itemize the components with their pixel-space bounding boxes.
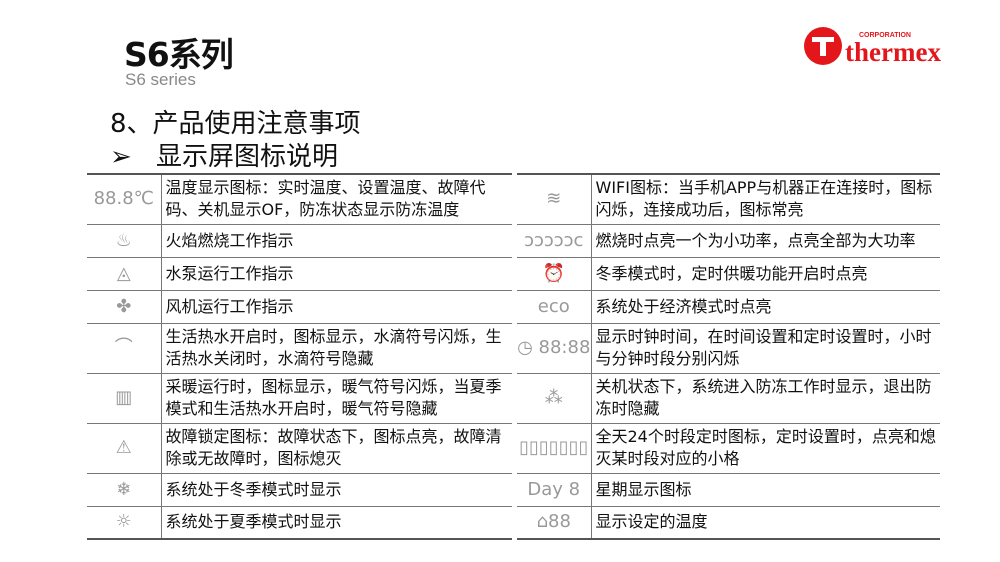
snowflake-icon: ❄ [87,473,162,507]
icon-description: 火焰燃烧工作指示 [161,224,512,258]
table-row: ◬ 水泵运行工作指示 [87,257,512,291]
thermex-logo: CORPORATION thermex [804,27,941,67]
icon-description: 冬季模式时，定时供暖功能开启时点亮 [591,257,940,291]
bullet-arrow-icon: ➢ [110,142,132,172]
subsection-label: 显示屏图标说明 [156,142,339,172]
table-row: ◷ 88:88 显示时钟时间，在时间设置和定时设置时，小时与分钟时段分别闪烁 [517,323,940,374]
alarm-clock-icon: ⏰ [517,257,592,291]
right-icon-table: ≋ WIFI图标：当手机APP与机器正在连接时，图标闪烁，连接成功后，图标常亮 ↄↄ… [517,173,940,540]
page-subtitle: S6 series [125,70,196,89]
set-temperature-icon: ⌂88 [517,506,592,540]
table-row: ⌒ 生活热水开启时，图标显示，水滴符号闪烁，生活热水关闭时，水滴符号隐藏 [87,323,512,374]
warning-icon: ⚠ [87,423,162,474]
icon-description: 故障锁定图标：故障状态下，图标点亮，故障清除或无故障时，图标熄灭 [161,423,512,474]
temperature-digits-icon: 88.8℃ [87,173,162,225]
icon-description: WIFI图标：当手机APP与机器正在连接时，图标闪烁，连接成功后，图标常亮 [591,173,940,225]
radiator-icon: ▥ [87,373,162,424]
page-title: S6系列 [124,35,234,74]
icon-description: 水泵运行工作指示 [161,257,512,291]
table-row: ⁂ 关机状态下，系统进入防冻工作时显示，退出防冻时隐藏 [517,373,940,424]
icon-description: 系统处于冬季模式时显示 [161,473,512,507]
subsection-heading: ➢ 显示屏图标说明 [110,136,338,173]
svg-text:CORPORATION: CORPORATION [859,32,911,39]
table-row: 88.8℃ 温度显示图标：实时温度、设置温度、故障代码、关机显示OF，防冻状态显示… [87,173,512,225]
icon-description: 风机运行工作指示 [161,290,512,324]
table-row: ▥ 采暖运行时，图标显示，暖气符号闪烁，当夏季模式和生活热水开启时，暖气符号隐藏 [87,373,512,424]
table-row: ☼ 系统处于夏季模式时显示 [87,506,512,540]
icon-description: 采暖运行时，图标显示，暖气符号闪烁，当夏季模式和生活热水开启时，暖气符号隐藏 [161,373,512,424]
table-row: Day 8 星期显示图标 [517,473,940,507]
clock-digits-icon: ◷ 88:88 [517,323,592,374]
svg-text:thermex: thermex [845,37,941,67]
icon-description: 显示设定的温度 [591,506,940,540]
wifi-icon: ≋ [517,173,592,225]
table-row: ↄↄↄↄↄc 燃烧时点亮一个为小功率，点亮全部为大功率 [517,224,940,258]
icon-description: 星期显示图标 [591,473,940,507]
shower-icon: ⌒ [87,323,162,374]
table-row: ▯▯▯▯▯▯▯ 全天24个时段定时图标，定时设置时，点亮和熄灭某时段对应的小格 [517,423,940,474]
table-row: ≋ WIFI图标：当手机APP与机器正在连接时，图标闪烁，连接成功后，图标常亮 [517,173,940,225]
icon-description: 系统处于经济模式时点亮 [591,290,940,324]
icon-description: 全天24个时段定时图标，定时设置时，点亮和熄灭某时段对应的小格 [591,423,940,474]
table-row: ⏰ 冬季模式时，定时供暖功能开启时点亮 [517,257,940,291]
fan-icon: ✤ [87,290,162,324]
icon-description: 生活热水开启时，图标显示，水滴符号闪烁，生活热水关闭时，水滴符号隐藏 [161,323,512,374]
antifreeze-icon: ⁂ [517,373,592,424]
icon-description: 显示时钟时间，在时间设置和定时设置时，小时与分钟时段分别闪烁 [591,323,940,374]
timer-bar-icon: ▯▯▯▯▯▯▯ [517,423,592,474]
eco-icon: eco [517,290,592,324]
section-heading: 8、产品使用注意事项 [110,109,361,139]
table-row: ⌂88 显示设定的温度 [517,506,940,540]
icon-description: 关机状态下，系统进入防冻工作时显示，退出防冻时隐藏 [591,373,940,424]
icon-description: 温度显示图标：实时温度、设置温度、故障代码、关机显示OF，防冻状态显示防冻温度 [161,173,512,225]
table-row: ❄ 系统处于冬季模式时显示 [87,473,512,507]
day-icon: Day 8 [517,473,592,507]
table-row: ⚠ 故障锁定图标：故障状态下，图标点亮，故障清除或无故障时，图标熄灭 [87,423,512,474]
sun-icon: ☼ [87,506,162,540]
icon-description: 系统处于夏季模式时显示 [161,506,512,540]
icon-description: 燃烧时点亮一个为小功率，点亮全部为大功率 [591,224,940,258]
power-level-icon: ↄↄↄↄↄc [517,224,592,258]
pump-icon: ◬ [87,257,162,291]
flame-icon: ♨ [87,224,162,258]
table-row: ✤ 风机运行工作指示 [87,290,512,324]
table-row: ♨ 火焰燃烧工作指示 [87,224,512,258]
table-row: eco 系统处于经济模式时点亮 [517,290,940,324]
left-icon-table: 88.8℃ 温度显示图标：实时温度、设置温度、故障代码、关机显示OF，防冻状态显示… [87,173,512,540]
